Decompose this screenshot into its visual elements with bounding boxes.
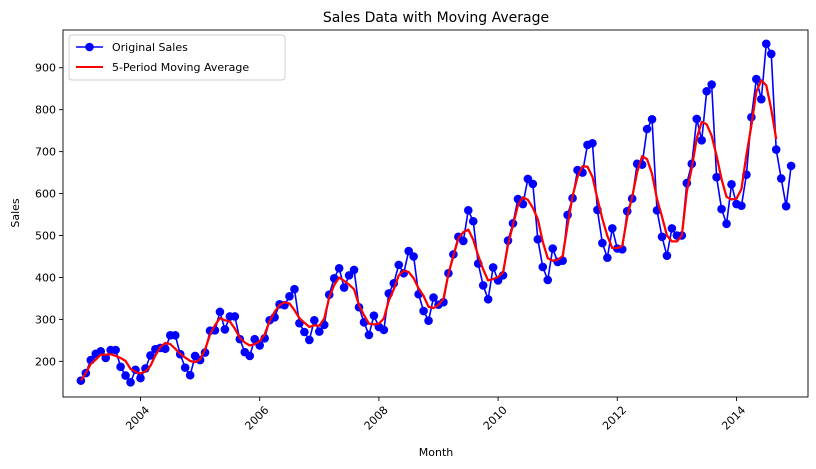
original-sales-point [608, 224, 617, 233]
y-tick-label: 900 [35, 62, 56, 75]
original-sales-point [111, 345, 120, 355]
moving-average-line-overlay [80, 79, 778, 382]
original-sales-point [334, 263, 344, 273]
legend-original-sales-marker [85, 42, 94, 52]
y-tick-label: 500 [35, 230, 56, 243]
original-sales-point [290, 284, 299, 294]
x-axis-label: Month [419, 446, 454, 459]
y-tick-label: 400 [35, 271, 56, 284]
original-sales-point [538, 262, 548, 272]
original-sales-point [429, 293, 438, 302]
original-sales-point [657, 232, 667, 242]
original-sales-point [161, 344, 170, 354]
original-sales-point [603, 253, 612, 263]
y-tick-label: 600 [35, 188, 56, 201]
original-sales-point [126, 378, 135, 387]
original-sales-point [215, 307, 225, 317]
original-sales-point [409, 252, 418, 261]
original-sales-point [528, 179, 538, 189]
original-sales-point [424, 316, 433, 325]
original-sales-point [344, 271, 354, 280]
original-sales-point [722, 219, 731, 229]
original-sales-point [548, 244, 558, 253]
original-sales-point [533, 234, 543, 244]
original-sales-point [766, 49, 776, 59]
axes-frame [62, 29, 809, 398]
original-sales-point [697, 136, 707, 145]
legend-box [68, 34, 286, 81]
original-sales-point [185, 370, 195, 380]
y-tick-label: 800 [35, 104, 56, 117]
original-sales-point [285, 292, 294, 301]
original-sales-point [488, 263, 498, 272]
original-sales-point [96, 346, 106, 356]
plot-area [76, 39, 796, 387]
original-sales-point [588, 138, 597, 148]
original-sales-point [667, 224, 677, 233]
original-sales-point [752, 74, 761, 84]
original-sales-point [364, 330, 374, 340]
original-sales-point [707, 80, 716, 89]
original-sales-point [543, 275, 553, 285]
original-sales-point [761, 39, 771, 49]
original-sales-point [230, 312, 240, 321]
original-sales-point [478, 281, 488, 290]
original-sales-point [404, 246, 413, 256]
original-sales-point [314, 327, 324, 336]
original-sales-point [771, 145, 781, 154]
original-sales-point [483, 294, 493, 304]
original-sales-point [379, 325, 389, 335]
original-sales-point [136, 373, 145, 383]
original-sales-point [647, 115, 657, 124]
original-sales-point [737, 201, 746, 211]
original-sales-point [642, 124, 652, 134]
original-sales-point [757, 94, 766, 104]
original-sales-point [121, 371, 130, 380]
original-sales-point [727, 180, 736, 189]
original-sales-point [468, 216, 478, 226]
original-sales-point [717, 204, 726, 214]
chart-title: Sales Data with Moving Average [323, 10, 549, 26]
legend: Original Sales 5-Period Moving Average [68, 34, 286, 81]
legend-moving-average-label: 5-Period Moving Average [112, 61, 249, 74]
original-sales-point [598, 238, 607, 248]
original-sales-point [170, 331, 180, 340]
original-sales-point [339, 283, 349, 292]
original-sales-point [220, 325, 230, 334]
original-sales-point [786, 161, 796, 171]
original-sales-point [305, 335, 314, 345]
original-sales-point [369, 311, 379, 320]
original-sales-point [101, 353, 111, 363]
y-axis-label: Sales [9, 198, 22, 228]
original-sales-point [146, 351, 155, 360]
original-sales-point [180, 363, 190, 372]
original-sales-point [702, 86, 711, 96]
original-sales-point [712, 172, 721, 182]
legend-original-sales-label: Original Sales [112, 41, 188, 54]
y-tick-label: 200 [35, 355, 56, 368]
original-sales-point [245, 351, 255, 361]
original-sales-point [662, 251, 672, 260]
original-sales-point [394, 260, 404, 270]
original-sales-point [349, 265, 359, 275]
original-sales-point [419, 306, 428, 316]
original-sales-point [781, 201, 791, 211]
original-sales-point [141, 364, 150, 373]
original-sales-point [300, 327, 309, 337]
original-sales-point [463, 206, 473, 215]
original-sales-point [250, 334, 260, 344]
original-sales-point [776, 174, 786, 183]
y-tick-label: 300 [35, 313, 56, 326]
original-sales-point [310, 315, 319, 325]
original-sales-point [116, 362, 125, 372]
original-sales-point [459, 236, 468, 246]
original-sales-point [692, 114, 702, 124]
y-tick-label: 700 [35, 146, 56, 159]
